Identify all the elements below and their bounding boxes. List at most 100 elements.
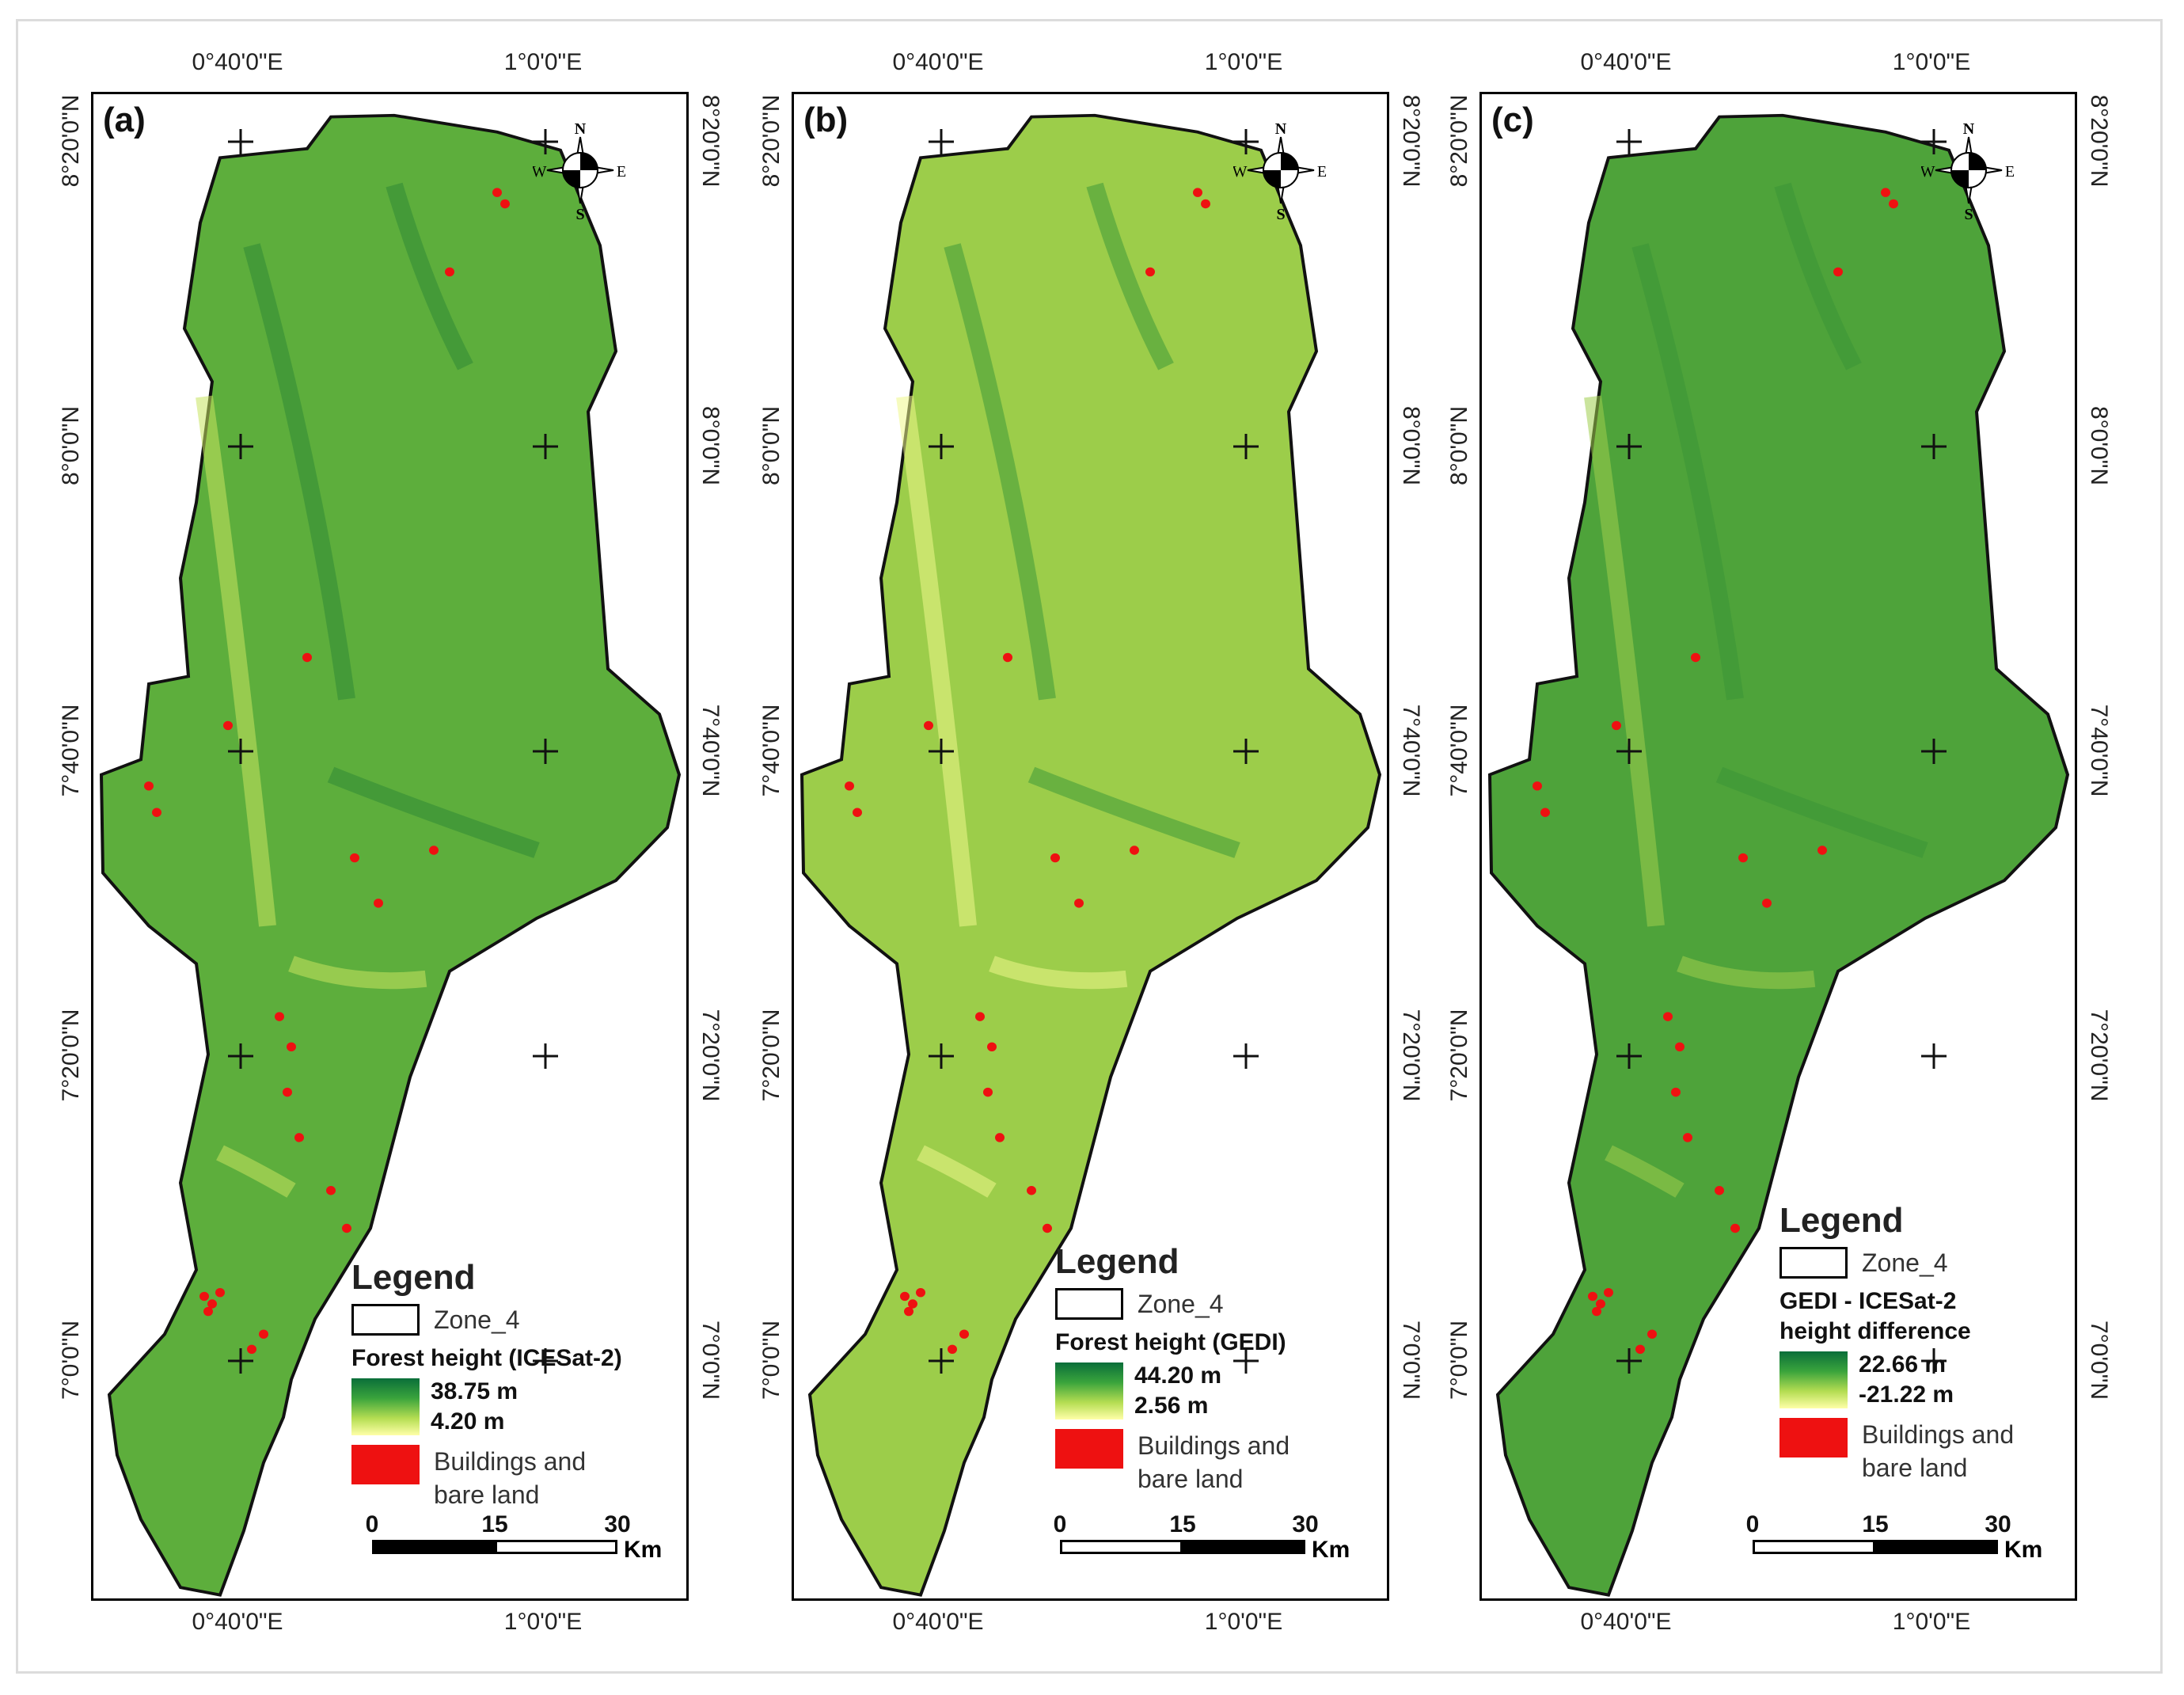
building-patch [294,1133,304,1142]
scale-bar: 0 15 30 Km [1054,1511,1350,1564]
building-patch [1533,781,1542,791]
svg-text:W: W [1233,163,1248,181]
ramp-max-value: 38.75 m [431,1378,518,1404]
scale-unit: Km [624,1537,663,1563]
buildings-label-line1: Buildings and [434,1447,587,1476]
lat-label-left: 8°0'0"N [58,405,84,486]
ramp-max-value: 44.20 m [1134,1362,1222,1389]
building-patch [1817,846,1827,855]
lon-label-top: 1°0'0"E [1204,49,1283,75]
ramp-min-value: -21.22 m [1859,1381,1954,1408]
vegetation-texture [196,395,276,927]
vegetation-texture [989,956,1128,990]
lat-label-left: 7°40'0"N [758,704,784,797]
graticule-cross [533,739,558,764]
vegetation-texture [216,1145,296,1198]
graticule-cross [929,739,954,764]
building-patch [1683,1133,1692,1142]
vegetation-texture [896,395,977,927]
legend-title: Legend [1779,1201,1904,1240]
building-patch [853,808,862,817]
vegetation-texture [1027,766,1240,858]
lat-label-left: 7°20'0"N [758,1009,784,1102]
building-patch [203,1306,213,1317]
building-patch [1592,1306,1601,1317]
panel-label: (a) [103,101,146,139]
svg-text:E: E [617,163,626,181]
map-panel-b: (b) N S W E Legend Zone_4 Forest height … [792,92,1389,1601]
building-patch [275,1012,284,1021]
legend-variable-title-line1: GEDI - ICESat-2 [1779,1288,1957,1314]
svg-text:N: N [1963,120,1975,138]
building-patch [247,1344,256,1355]
region-map-c [1487,113,2070,1597]
lat-label-left: 7°20'0"N [1446,1009,1472,1102]
legend-variable-title: Forest height (GEDI) [1055,1329,1286,1355]
figure-frame [16,19,2163,1674]
lon-label-bottom: 1°0'0"E [503,1609,583,1635]
scale-unit: Km [2004,1537,2043,1563]
building-patch [207,1299,217,1309]
scale-tick-15: 15 [481,1511,508,1537]
lat-label-right: 7°40'0"N [697,704,724,797]
vegetation-texture [1605,1145,1685,1198]
svg-text:N: N [575,120,587,138]
scale-tick-15: 15 [1862,1511,1889,1537]
vegetation-texture [288,956,427,990]
scale-tick-0: 0 [1745,1511,1760,1537]
lat-label-right: 7°0'0"N [1398,1320,1424,1400]
lon-label-bottom: 1°0'0"E [1892,1609,1971,1635]
building-patch [1003,652,1012,663]
buildings-swatch [1055,1429,1123,1469]
legend: Legend Zone_4 Forest height (ICESat-2) 3… [351,1258,622,1511]
lat-label-right: 7°20'0"N [2086,1009,2112,1102]
vegetation-texture [917,1145,997,1198]
zone-swatch [351,1304,420,1336]
building-patch [1201,199,1210,209]
building-patch [215,1287,225,1298]
ramp-max-value: 22.66 m [1859,1351,1947,1378]
graticule-cross [533,434,558,459]
buildings-swatch [351,1445,420,1484]
building-patch [975,1012,985,1021]
building-patch [959,1329,969,1339]
graticule-cross [1233,129,1259,154]
graticule-cross [1921,1043,1947,1069]
svg-text:S: S [575,206,584,221]
buildings-label-line1: Buildings and [1138,1431,1290,1460]
legend: Legend Zone_4 GEDI - ICESat-2 height dif… [1779,1201,2014,1484]
building-patch [429,846,439,855]
buildings-label-line1: Buildings and [1862,1420,2015,1449]
graticule-cross [1233,1043,1259,1069]
svg-text:W: W [533,163,547,181]
building-patch [1540,808,1550,817]
building-patch [199,1291,209,1302]
building-patch [948,1344,957,1355]
building-patch [492,188,502,197]
building-patch [1647,1329,1657,1339]
graticule-cross [1233,739,1259,764]
graticule-cross [929,129,954,154]
lon-label-top: 0°40'0"E [192,49,283,75]
building-patch [908,1299,917,1309]
building-patch [1691,652,1700,663]
building-patch [995,1133,1005,1142]
lat-label-left: 7°0'0"N [1446,1320,1472,1400]
lat-label-left: 7°40'0"N [58,704,84,797]
panel-label: (c) [1491,101,1534,139]
lon-label-top: 0°40'0"E [892,49,984,75]
lat-label-left: 8°0'0"N [1446,405,1472,486]
map-panel-c: (c) N S W E Legend Zone_4 GEDI - ICESat-… [1479,92,2077,1601]
graticule-cross [1616,1348,1642,1374]
vegetation-texture [327,766,540,858]
building-patch [1635,1344,1645,1355]
building-patch [1027,1186,1036,1195]
lon-label-bottom: 0°40'0"E [1580,1609,1672,1635]
lon-label-top: 1°0'0"E [503,49,583,75]
lon-label-top: 1°0'0"E [1892,49,1971,75]
legend: Legend Zone_4 Forest height (GEDI) 44.20… [1055,1242,1290,1495]
lat-label-right: 8°20'0"N [2086,94,2112,188]
graticule-cross [228,1043,253,1069]
building-patch [1145,267,1155,277]
graticule-cross [929,434,954,459]
